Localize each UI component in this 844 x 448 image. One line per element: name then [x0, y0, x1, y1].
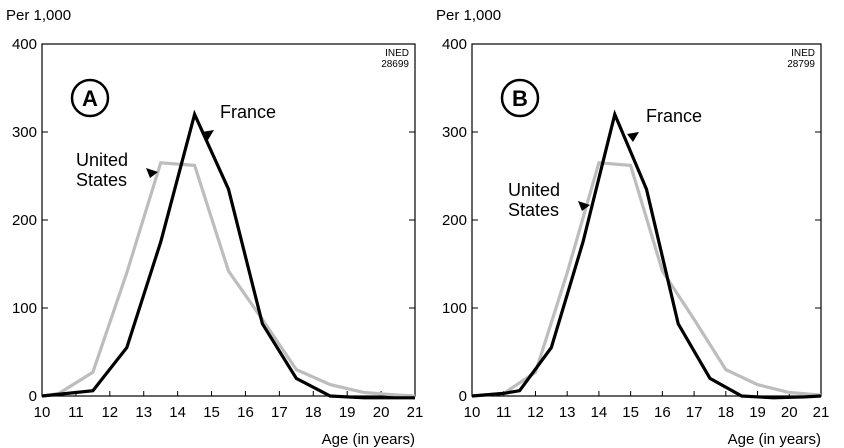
x-tick-label: 14 [169, 404, 186, 421]
y-tick-label: 200 [442, 212, 467, 229]
y-tick-label: 0 [29, 388, 37, 405]
y-tick-label: 400 [442, 36, 467, 53]
x-tick-label: 21 [407, 404, 424, 421]
x-tick-label: 19 [749, 404, 766, 421]
x-tick-label: 20 [781, 404, 798, 421]
source-stamp-line: INED [791, 48, 815, 59]
x-tick-label: 13 [135, 404, 152, 421]
x-tick-label: 10 [464, 404, 481, 421]
series-label-united-states: United States [76, 150, 128, 190]
panel-letter-circle [70, 78, 110, 118]
series-label-line: United [508, 180, 560, 200]
series-label-france: France [646, 106, 702, 126]
x-tick-label: 19 [339, 404, 356, 421]
panel-letter: A [82, 86, 98, 111]
x-tick-label: 21 [813, 404, 830, 421]
series-line-united-states [41, 161, 416, 398]
series-label-united-states: United States [508, 180, 560, 220]
y-tick-label: 100 [442, 300, 467, 317]
x-axis-label: Age (in years) [728, 431, 821, 448]
series-label-line: States [508, 200, 559, 220]
annotation-arrowhead [146, 168, 158, 178]
y-tick-label: 200 [12, 212, 37, 229]
x-tick-label: 12 [527, 404, 544, 421]
x-tick-label: 18 [717, 404, 734, 421]
x-tick-label: 13 [559, 404, 576, 421]
x-tick-label: 10 [34, 404, 51, 421]
y-tick-label: 300 [12, 124, 37, 141]
annotation-arrowhead [578, 201, 590, 211]
y-axis-label: Per 1,000 [436, 7, 501, 24]
annotation-arrowhead [202, 130, 214, 140]
x-tick-label: 17 [271, 404, 288, 421]
y-tick-label: 100 [12, 300, 37, 317]
series-label-line: United [76, 150, 128, 170]
source-stamp-line: 28799 [787, 59, 815, 70]
series-line-france [471, 109, 822, 400]
chart-panel-b: Per 1,000 0 100 200 300 400 10 11 12 13 14 15 16 17 18… [436, 7, 829, 448]
x-tick-label: 15 [622, 404, 639, 421]
series-label-line: France [646, 106, 702, 126]
series-label-line: France [220, 102, 276, 122]
x-tick-label: 16 [654, 404, 671, 421]
series-label-france: France [220, 102, 276, 122]
series-label-line: States [76, 170, 127, 190]
annotation-arrowhead [627, 132, 639, 142]
y-tick-label: 400 [12, 36, 37, 53]
x-tick-label: 20 [373, 404, 390, 421]
source-stamp-line: 28699 [381, 59, 409, 70]
panel-letter: B [512, 86, 528, 111]
x-tick-label: 12 [101, 404, 118, 421]
panel-letter-circle [500, 78, 540, 118]
y-tick-label: 300 [442, 124, 467, 141]
y-tick-label: 0 [459, 388, 467, 405]
x-tick-label: 11 [496, 404, 512, 421]
x-tick-label: 17 [686, 404, 703, 421]
x-axis-label: Age (in years) [322, 431, 415, 448]
source-stamp-line: INED [385, 48, 409, 59]
y-axis-label: Per 1,000 [6, 7, 71, 24]
x-tick-label: 11 [68, 404, 84, 421]
x-tick-label: 16 [237, 404, 254, 421]
series-line-france [41, 109, 415, 400]
x-tick-label: 15 [203, 404, 220, 421]
x-tick-label: 14 [591, 404, 608, 421]
chart-panel-a: Per 1,000 0 100 200 300 400 10 11 12 13 14 15 16 17 18… [6, 7, 423, 448]
x-tick-label: 18 [305, 404, 322, 421]
